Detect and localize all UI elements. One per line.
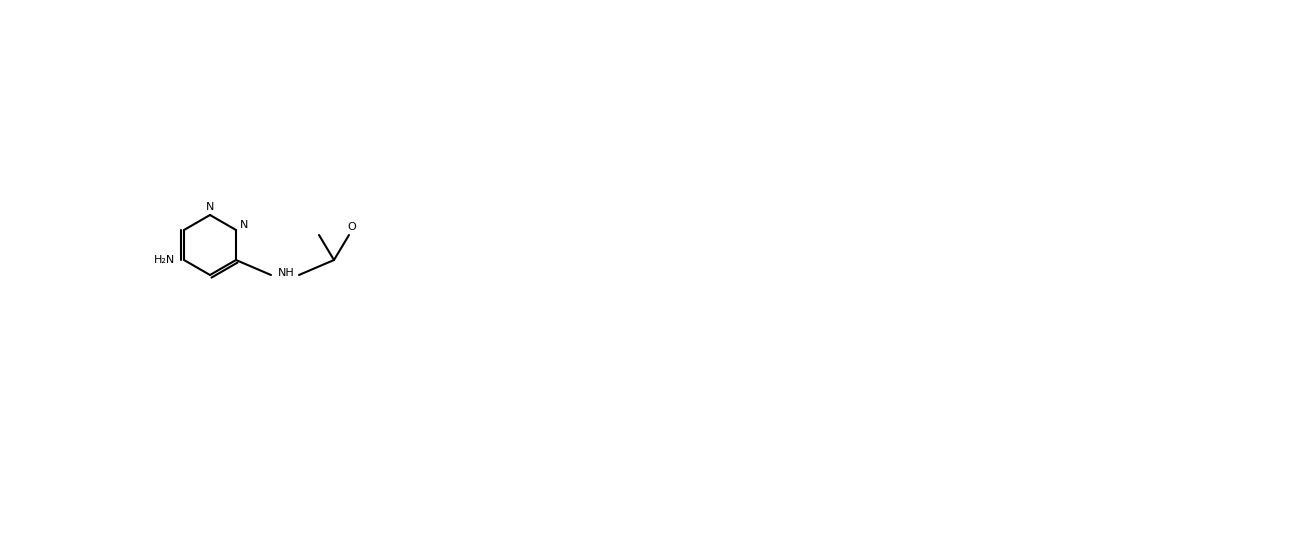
Text: N: N [206, 202, 215, 212]
Text: N: N [239, 220, 248, 230]
Text: NH: NH [277, 268, 294, 278]
Text: O: O [347, 222, 356, 232]
Text: H₂N: H₂N [154, 255, 174, 265]
